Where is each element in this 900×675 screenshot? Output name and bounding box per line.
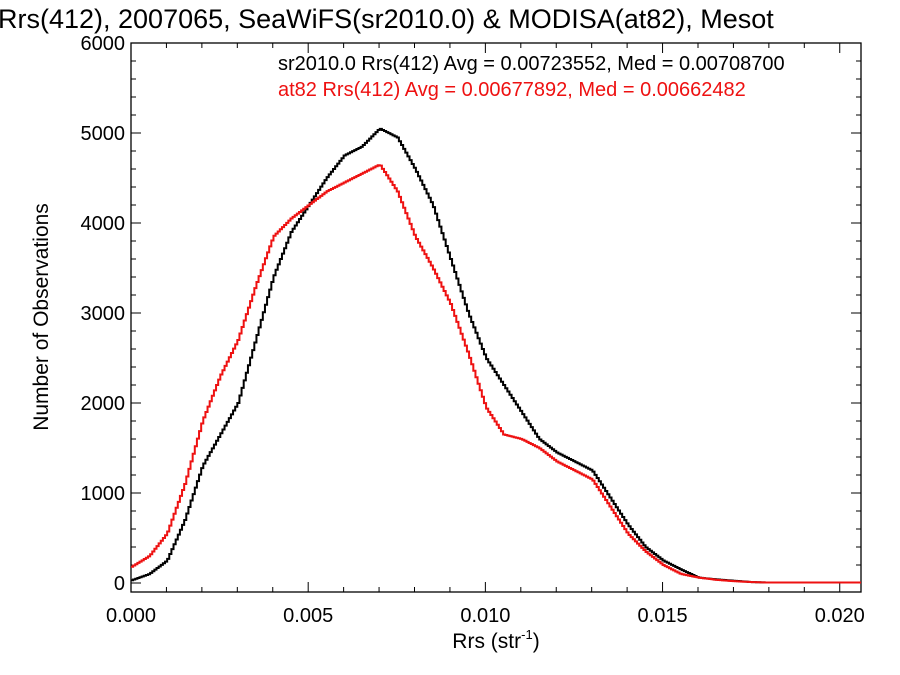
axis-ticks: 0.000 0.005 0.010 0.015 0.020 0 1000 2000 3000 40… [81, 33, 865, 627]
x-tick-label: 0.010 [460, 605, 510, 627]
legend-entry-sr2010: sr2010.0 Rrs(412) Avg = 0.00723552, Med … [278, 53, 785, 75]
y-tick-label: 0 [114, 573, 125, 595]
x-tick-label: 0.015 [638, 605, 688, 627]
series-at82-line [131, 164, 861, 584]
y-axis-label: Number of Observations [30, 203, 53, 431]
x-axis-label: Rrs (str-1) [452, 627, 539, 653]
legend-entry-at82: at82 Rrs(412) Avg = 0.00677892, Med = 0.… [278, 79, 746, 101]
y-tick-label: 5000 [81, 123, 126, 145]
x-tick-label: 0.000 [106, 605, 156, 627]
y-tick-label: 1000 [81, 483, 126, 505]
y-tick-label: 4000 [81, 213, 126, 235]
x-axis-label-close: ) [533, 630, 540, 653]
x-axis-label-superscript: -1 [521, 627, 533, 642]
y-tick-label: 2000 [81, 393, 126, 415]
series-sr2010-line [131, 127, 861, 584]
series-layer [131, 127, 861, 584]
x-axis-label-text: Rrs (str [452, 630, 521, 653]
x-tick-label: 0.005 [283, 605, 333, 627]
y-tick-label: 6000 [81, 33, 126, 55]
y-tick-label: 3000 [81, 303, 126, 325]
chart-title: Rrs(412), 2007065, SeaWiFS(sr2010.0) & M… [0, 4, 774, 34]
plot-frame [130, 42, 862, 593]
x-tick-label: 0.020 [815, 605, 865, 627]
